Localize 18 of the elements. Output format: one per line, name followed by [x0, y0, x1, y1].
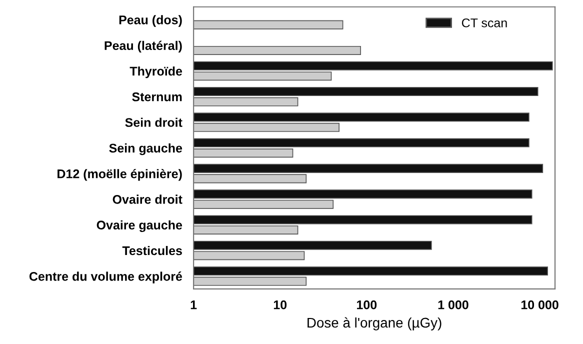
x-tick-label: 10 — [274, 300, 287, 310]
y-tick-label: D12 (moëlle épinière) — [58, 168, 182, 181]
y-tick-label: Testicules — [122, 246, 182, 256]
y-tick-label: Ovaire droit — [112, 194, 182, 204]
x-axis-title: Dose à l'organe (µGy) — [308, 317, 442, 330]
y-tick-label: Thyroïde — [130, 66, 182, 78]
y-tick-label: Sein gauche — [109, 143, 182, 156]
y-tick-label: Peau (dos) — [119, 15, 182, 27]
y-tick-label: Sein droit — [125, 118, 182, 127]
x-tick-label: 10 000 — [521, 300, 558, 310]
x-tick-label: 100 — [357, 300, 377, 310]
legend-label: CT scan — [462, 18, 507, 28]
x-tick-label: 1 — [190, 300, 197, 310]
y-tick-label: Ovaire gauche — [96, 220, 182, 232]
y-tick-label: Peau (latéral) — [104, 40, 182, 53]
y-tick-label: Sternum — [132, 92, 182, 102]
y-tick-label: Centre du volume exploré — [29, 272, 182, 284]
x-tick-label: 1 000 — [438, 300, 468, 310]
